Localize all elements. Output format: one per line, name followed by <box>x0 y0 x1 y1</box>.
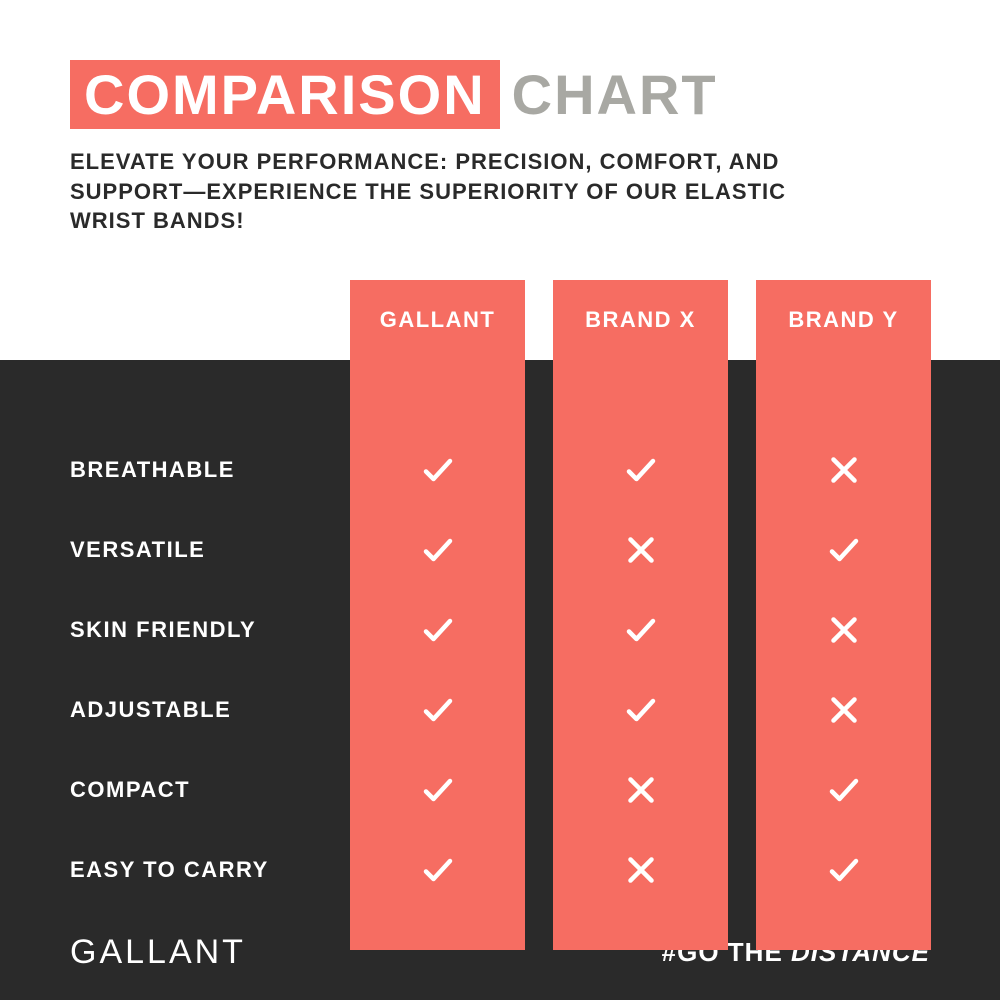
brand-header: GALLANT <box>350 280 525 360</box>
check-icon <box>350 750 525 830</box>
cross-icon <box>553 510 728 590</box>
feature-label: BREATHABLE <box>70 430 350 510</box>
check-icon <box>350 670 525 750</box>
title-highlighted: COMPARISON <box>70 60 500 129</box>
brand-column: GALLANT <box>350 280 525 950</box>
check-icon <box>350 510 525 590</box>
brand-columns: GALLANT BRAND X BRAND Y <box>350 280 931 950</box>
cross-icon <box>756 590 931 670</box>
title-plain: CHART <box>512 62 718 127</box>
brand-cells <box>756 360 931 950</box>
check-icon <box>756 830 931 910</box>
feature-label: EASY TO CARRY <box>70 830 350 910</box>
brand-column: BRAND X <box>553 280 728 950</box>
comparison-table: BREATHABLEVERSATILESKIN FRIENDLYADJUSTAB… <box>0 280 1000 950</box>
feature-label: ADJUSTABLE <box>70 670 350 750</box>
cross-icon <box>756 670 931 750</box>
title-row: COMPARISON CHART <box>70 60 930 129</box>
brand-cells <box>350 360 525 950</box>
check-icon <box>350 590 525 670</box>
check-icon <box>350 430 525 510</box>
feature-label: VERSATILE <box>70 510 350 590</box>
brand-column: BRAND Y <box>756 280 931 950</box>
check-icon <box>553 590 728 670</box>
brand-cells <box>553 360 728 950</box>
check-icon <box>350 830 525 910</box>
check-icon <box>756 750 931 830</box>
feature-label: SKIN FRIENDLY <box>70 590 350 670</box>
check-icon <box>553 670 728 750</box>
subtitle: ELEVATE YOUR PERFORMANCE: PRECISION, COM… <box>70 147 850 236</box>
cross-icon <box>553 750 728 830</box>
cross-icon <box>756 430 931 510</box>
feature-labels-column: BREATHABLEVERSATILESKIN FRIENDLYADJUSTAB… <box>70 280 350 950</box>
brand-header: BRAND X <box>553 280 728 360</box>
check-icon <box>553 430 728 510</box>
check-icon <box>756 510 931 590</box>
cross-icon <box>553 830 728 910</box>
feature-label: COMPACT <box>70 750 350 830</box>
brand-header: BRAND Y <box>756 280 931 360</box>
